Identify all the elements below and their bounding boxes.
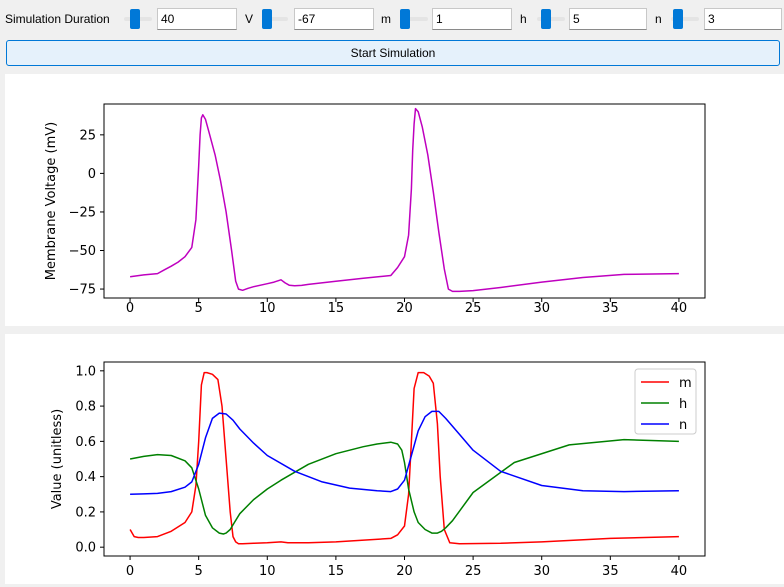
x-tick-label: 40 bbox=[671, 301, 688, 316]
x-tick-label: 30 bbox=[533, 564, 550, 579]
gating-chart: 0 5 10 15 20 25 30 35 40 0.0 0.2 0.4 0.6 0.8 1.0 Value … bbox=[50, 361, 706, 579]
y-tick-label: 0 bbox=[88, 167, 96, 182]
y-tick-label: −75 bbox=[69, 283, 96, 298]
y-tick-label: 0.8 bbox=[75, 400, 96, 415]
voltage-chart-panel: 0 5 10 15 20 25 30 35 40 25 0 −25 −50 −75 Membrane Vol… bbox=[5, 74, 784, 326]
x-tick-label: 25 bbox=[465, 301, 482, 316]
m-field[interactable] bbox=[432, 8, 512, 30]
x-tick-label: 15 bbox=[328, 564, 345, 579]
slider-groove bbox=[537, 17, 565, 21]
start-simulation-button[interactable]: Start Simulation bbox=[6, 40, 780, 66]
y-tick-label: 25 bbox=[79, 128, 96, 143]
slider-handle[interactable] bbox=[130, 9, 140, 29]
duration-field[interactable] bbox=[157, 8, 237, 30]
x-tick-label: 35 bbox=[602, 564, 619, 579]
legend-label-m: m bbox=[679, 376, 692, 391]
slider-groove bbox=[400, 17, 428, 21]
y-tick-label: −50 bbox=[69, 244, 96, 259]
y-tick-label: 0.0 bbox=[75, 541, 96, 556]
legend-label-h: h bbox=[679, 397, 687, 412]
slider-handle[interactable] bbox=[262, 9, 272, 29]
gating-chart-panel: 0 5 10 15 20 25 30 35 40 0.0 0.2 0.4 0.6 0.8 1.0 Value … bbox=[5, 334, 784, 584]
slider-handle[interactable] bbox=[673, 9, 683, 29]
x-tick-label: 0 bbox=[126, 301, 134, 316]
m-label: m bbox=[381, 12, 391, 26]
legend-label-n: n bbox=[679, 418, 687, 433]
slider-handle[interactable] bbox=[400, 9, 410, 29]
y-tick-label: 0.6 bbox=[75, 435, 96, 450]
slider-groove bbox=[671, 17, 699, 21]
y-tick-label: 0.4 bbox=[75, 470, 96, 485]
v-label: V bbox=[245, 12, 254, 26]
h-field[interactable] bbox=[569, 8, 647, 30]
h-label: h bbox=[520, 12, 527, 26]
n-field[interactable] bbox=[704, 8, 782, 30]
n-series-line bbox=[130, 410, 679, 496]
legend-box bbox=[634, 368, 697, 435]
x-tick-label: 30 bbox=[533, 301, 550, 316]
x-tick-label: 10 bbox=[259, 301, 276, 316]
h-slider[interactable] bbox=[537, 9, 565, 29]
controls-bar: Simulation Duration V m h n bbox=[0, 0, 784, 38]
x-tick-label: 0 bbox=[126, 564, 134, 579]
x-tick-label: 5 bbox=[195, 564, 203, 579]
n-label: n bbox=[655, 12, 662, 26]
duration-label: Simulation Duration bbox=[5, 12, 110, 26]
slider-groove bbox=[262, 17, 288, 21]
y-tick-label: 1.0 bbox=[75, 364, 96, 379]
x-tick-label: 5 bbox=[195, 301, 203, 316]
x-tick-label: 20 bbox=[396, 301, 413, 316]
duration-slider[interactable] bbox=[124, 9, 152, 29]
x-tick-label: 35 bbox=[602, 301, 619, 316]
slider-handle[interactable] bbox=[541, 9, 551, 29]
legend: mhn bbox=[634, 368, 697, 435]
x-tick-label: 40 bbox=[671, 564, 688, 579]
plot-frame bbox=[103, 103, 706, 299]
x-tick-label: 20 bbox=[396, 564, 413, 579]
x-tick-label: 15 bbox=[328, 301, 345, 316]
x-tick-label: 10 bbox=[259, 564, 276, 579]
voltage-series-line bbox=[130, 107, 679, 293]
v-field[interactable] bbox=[294, 8, 374, 30]
n-slider[interactable] bbox=[671, 9, 699, 29]
m-series-line bbox=[129, 371, 679, 545]
voltage-chart: 0 5 10 15 20 25 30 35 40 25 0 −25 −50 −75 Membrane Vol… bbox=[44, 103, 706, 316]
h-series-line bbox=[129, 438, 679, 535]
v-slider[interactable] bbox=[262, 9, 288, 29]
y-axis-label: Value (unitless) bbox=[50, 409, 65, 509]
y-tick-label: −25 bbox=[69, 205, 96, 220]
y-tick-label: 0.2 bbox=[75, 505, 96, 520]
m-slider[interactable] bbox=[400, 9, 428, 29]
y-axis-label: Membrane Voltage (mV) bbox=[44, 122, 59, 280]
x-tick-label: 25 bbox=[465, 564, 482, 579]
